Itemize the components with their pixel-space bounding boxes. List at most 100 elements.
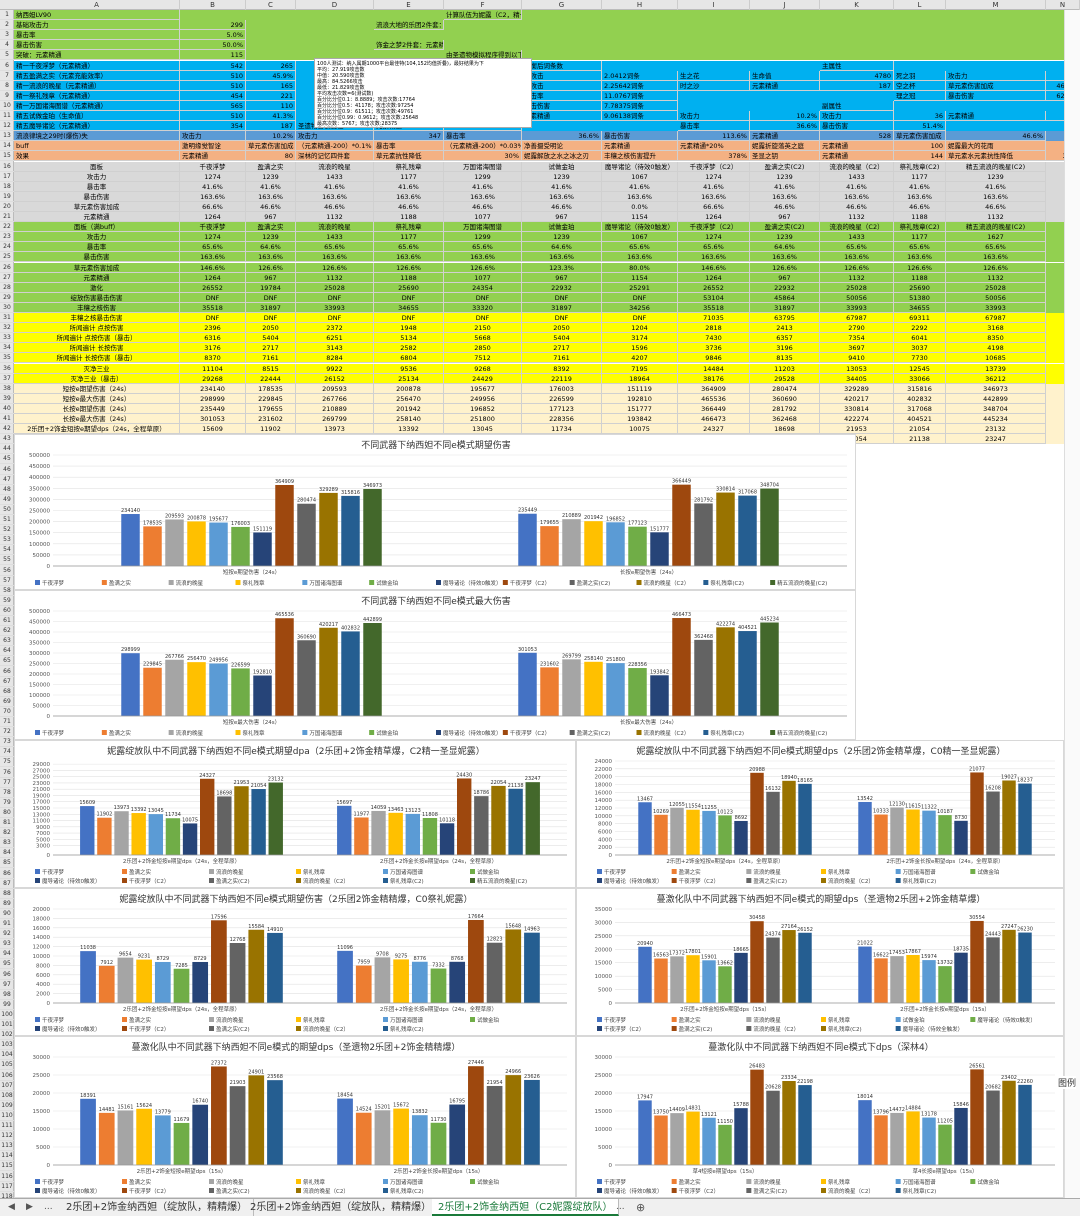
cell-g31[interactable]: DNF — [522, 313, 602, 324]
row-number[interactable]: 82 — [0, 828, 14, 839]
cell-g23[interactable]: 1239 — [522, 232, 602, 243]
row-number[interactable]: 88 — [0, 889, 14, 899]
cell-l35[interactable]: 7730 — [894, 353, 946, 364]
cell-k43[interactable]: 22054 — [820, 434, 894, 445]
cell-c36[interactable]: 8515 — [246, 363, 296, 374]
cell-b26[interactable]: 146.6% — [180, 262, 246, 273]
cell-j26[interactable]: 126.6% — [750, 262, 820, 273]
cell-j27[interactable]: 967 — [750, 272, 820, 283]
cell-b7[interactable]: 510 — [180, 70, 246, 81]
cell-e29[interactable]: DNF — [374, 292, 444, 303]
row-number[interactable]: 46 — [0, 465, 14, 475]
cell-g22[interactable]: 试做金珀 — [522, 222, 602, 233]
cell-f37[interactable]: 24429 — [444, 373, 522, 384]
cell-h23[interactable]: 1067 — [602, 232, 678, 243]
cell-m18[interactable]: 41.6% — [946, 181, 1046, 192]
cell-h18[interactable]: 41.6% — [602, 181, 678, 192]
cell-h11[interactable]: 9.06138词条 — [602, 111, 678, 122]
row-number[interactable]: 9 — [0, 91, 14, 101]
cell-g21[interactable]: 967 — [522, 212, 602, 223]
cell-a41[interactable]: 长按e最大伤害（24s） — [14, 414, 180, 425]
cell-k35[interactable]: 9410 — [820, 353, 894, 364]
cell-e25[interactable]: 163.6% — [374, 252, 444, 263]
row-number[interactable]: 85 — [0, 858, 14, 869]
cell-l9[interactable]: 理之冠 — [894, 90, 946, 101]
row-number[interactable]: 98 — [0, 990, 14, 1000]
cell-k8[interactable]: 187 — [820, 80, 894, 91]
cell-m39[interactable]: 442899 — [946, 393, 1046, 404]
cell-a26[interactable]: 草元素伤害加成 — [14, 262, 180, 273]
cell-b31[interactable]: DNF — [180, 313, 246, 324]
cell-k10[interactable]: 副属性 — [820, 100, 894, 111]
row-number[interactable]: 5 — [0, 50, 14, 61]
row-number[interactable]: 76 — [0, 768, 14, 778]
cell-f36[interactable]: 9268 — [444, 363, 522, 374]
cell-m25[interactable]: 163.6% — [946, 252, 1046, 263]
cell-e41[interactable]: 258140 — [374, 414, 444, 425]
cell-k14[interactable]: 元素精通 — [820, 141, 894, 152]
cell-a24[interactable]: 暴击率 — [14, 242, 180, 253]
row-number[interactable]: 65 — [0, 656, 14, 667]
row-number[interactable]: 28 — [0, 283, 14, 293]
cell-k23[interactable]: 1433 — [820, 232, 894, 243]
row-number[interactable]: 22 — [0, 222, 14, 233]
cell-l33[interactable]: 6041 — [894, 333, 946, 344]
cell-k7[interactable]: 4780 — [820, 70, 894, 81]
cell-a29[interactable]: 绽放伤害暴击伤害 — [14, 292, 180, 303]
cell-f41[interactable]: 251800 — [444, 414, 522, 425]
column-header-h[interactable]: H — [602, 0, 678, 10]
cell-j25[interactable]: 163.6% — [750, 252, 820, 263]
cell-i25[interactable]: 163.6% — [678, 252, 750, 263]
row-number[interactable]: 44 — [0, 444, 14, 455]
row-number[interactable]: 83 — [0, 838, 14, 849]
cell-k30[interactable]: 33993 — [820, 302, 894, 313]
cell-h39[interactable]: 192810 — [602, 393, 678, 404]
cell-g24[interactable]: 64.6% — [522, 242, 602, 253]
cell-c11[interactable]: 41.3% — [246, 111, 296, 122]
cell-g26[interactable]: 123.3% — [522, 262, 602, 273]
cell-k40[interactable]: 330814 — [820, 403, 894, 414]
cell-l21[interactable]: 1188 — [894, 212, 946, 223]
cell-l30[interactable]: 34655 — [894, 302, 946, 313]
row-number[interactable]: 23 — [0, 232, 14, 243]
cell-i16[interactable]: 千夜浮梦（C2） — [678, 161, 750, 172]
cell-l41[interactable]: 404521 — [894, 414, 946, 425]
cell-d15[interactable]: 深林的记忆四件套 — [296, 151, 374, 162]
cell-j32[interactable]: 2413 — [750, 323, 820, 334]
cell-m14[interactable]: 妮露最大的花雨 — [946, 141, 1046, 152]
chart7[interactable]: 蔓激化队中不同武器下纳西妲不同e模式的期望dps（圣遗物2乐团+2饰金精精爆） 0… — [14, 1036, 576, 1198]
cell-f39[interactable]: 249956 — [444, 393, 522, 404]
row-number[interactable]: 69 — [0, 697, 14, 707]
cell-i15[interactable]: 378% — [678, 151, 750, 162]
row-number[interactable]: 27 — [0, 273, 14, 283]
cell-i24[interactable]: 65.6% — [678, 242, 750, 253]
cell-b23[interactable]: 1274 — [180, 232, 246, 243]
cell-m31[interactable]: 67987 — [946, 313, 1046, 324]
row-number[interactable]: 21 — [0, 212, 14, 223]
cell-k20[interactable]: 46.6% — [820, 201, 894, 212]
cell-k19[interactable]: 163.6% — [820, 191, 894, 202]
cell-a11[interactable]: 精五试做金珀（生命值） — [14, 111, 180, 122]
row-number[interactable]: 78 — [0, 788, 14, 798]
row-number[interactable]: 7 — [0, 71, 14, 81]
cell-a16[interactable]: 面板 — [14, 161, 180, 172]
row-number[interactable]: 99 — [0, 1000, 14, 1010]
cell-m27[interactable]: 1132 — [946, 272, 1046, 283]
cell-m17[interactable]: 1239 — [946, 171, 1046, 182]
cell-a9[interactable]: 精一祭礼残章（元素精通） — [14, 90, 180, 101]
column-header-e[interactable]: E — [374, 0, 444, 10]
row-number[interactable]: 103 — [0, 1040, 14, 1051]
chart4[interactable]: 妮露绽放队中不同武器下纳西妲不同e模式期望dps（2乐团2饰金精草爆，C0精一圣… — [576, 740, 1064, 888]
tab-next-button[interactable]: ▶ — [26, 1202, 33, 1212]
cell-c40[interactable]: 179655 — [246, 403, 296, 414]
cell-j42[interactable]: 18698 — [750, 424, 820, 435]
cell-h32[interactable]: 1204 — [602, 323, 678, 334]
row-number[interactable]: 58 — [0, 586, 14, 596]
cell-m24[interactable]: 65.6% — [946, 242, 1046, 253]
cell-b20[interactable]: 66.6% — [180, 201, 246, 212]
row-number[interactable]: 67 — [0, 677, 14, 687]
cell-j39[interactable]: 360690 — [750, 393, 820, 404]
row-number[interactable]: 116 — [0, 1172, 14, 1182]
cell-b33[interactable]: 6316 — [180, 333, 246, 344]
cell-h10[interactable]: 7.78375词条 — [602, 100, 678, 111]
